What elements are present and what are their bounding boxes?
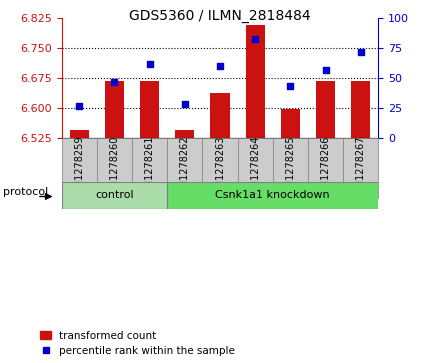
Point <box>111 79 118 85</box>
Bar <box>175 130 194 138</box>
Bar <box>167 182 378 209</box>
Bar <box>273 138 308 198</box>
Bar <box>246 25 265 138</box>
Text: GSM1278262: GSM1278262 <box>180 135 190 201</box>
Point <box>146 61 153 66</box>
Bar <box>308 138 343 198</box>
Point <box>216 63 224 69</box>
Bar <box>70 130 89 138</box>
Text: GDS5360 / ILMN_2818484: GDS5360 / ILMN_2818484 <box>129 9 311 23</box>
Text: GSM1278264: GSM1278264 <box>250 135 260 201</box>
Bar <box>202 138 238 198</box>
Point <box>322 67 329 73</box>
Text: GSM1278259: GSM1278259 <box>74 135 84 201</box>
Text: GSM1278265: GSM1278265 <box>286 135 295 201</box>
Legend: transformed count, percentile rank within the sample: transformed count, percentile rank withi… <box>40 331 235 356</box>
Text: GSM1278261: GSM1278261 <box>145 135 154 201</box>
Bar <box>105 81 124 138</box>
Text: GSM1278266: GSM1278266 <box>321 135 330 201</box>
Text: GSM1278267: GSM1278267 <box>356 135 366 201</box>
Bar <box>351 81 370 138</box>
Bar <box>132 138 167 198</box>
Point <box>181 102 188 107</box>
Point <box>76 103 83 109</box>
Text: control: control <box>95 190 134 200</box>
Text: protocol: protocol <box>3 187 48 197</box>
Bar <box>316 81 335 138</box>
Point <box>287 83 294 89</box>
Text: Csnk1a1 knockdown: Csnk1a1 knockdown <box>216 190 330 200</box>
Text: GSM1278263: GSM1278263 <box>215 135 225 201</box>
Bar <box>210 93 230 138</box>
Bar <box>140 81 159 138</box>
Bar <box>343 138 378 198</box>
Bar <box>238 138 273 198</box>
Bar <box>167 138 202 198</box>
Point <box>357 49 364 54</box>
Bar <box>62 138 97 198</box>
Bar <box>281 109 300 138</box>
Point <box>252 36 259 41</box>
Bar <box>97 138 132 198</box>
Text: GSM1278260: GSM1278260 <box>110 135 119 201</box>
Bar <box>62 182 167 209</box>
